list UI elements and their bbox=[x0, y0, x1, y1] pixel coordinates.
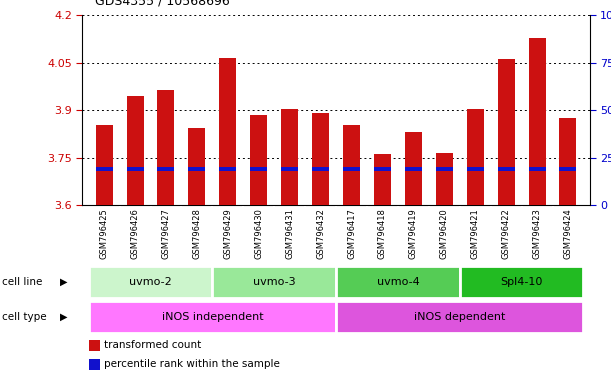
Text: GSM796419: GSM796419 bbox=[409, 208, 418, 259]
Bar bbox=[219, 58, 236, 205]
Bar bbox=[281, 109, 298, 205]
Bar bbox=[374, 154, 391, 205]
Bar bbox=[405, 167, 422, 171]
Text: percentile rank within the sample: percentile rank within the sample bbox=[104, 359, 280, 369]
Bar bbox=[405, 132, 422, 205]
Text: ▶: ▶ bbox=[60, 312, 67, 322]
Bar bbox=[467, 167, 484, 171]
Text: GDS4355 / 10568696: GDS4355 / 10568696 bbox=[95, 0, 230, 8]
Text: ▶: ▶ bbox=[60, 277, 67, 287]
Text: GSM796422: GSM796422 bbox=[502, 208, 511, 259]
Text: GSM796423: GSM796423 bbox=[533, 208, 541, 259]
Bar bbox=[459, 266, 584, 298]
Bar bbox=[213, 266, 336, 298]
Bar bbox=[188, 128, 205, 205]
Text: iNOS independent: iNOS independent bbox=[161, 312, 263, 322]
Bar bbox=[560, 167, 576, 171]
Bar bbox=[188, 167, 205, 171]
Text: uvmo-3: uvmo-3 bbox=[253, 277, 296, 287]
Bar bbox=[497, 167, 514, 171]
Bar bbox=[96, 167, 112, 171]
Text: GSM796431: GSM796431 bbox=[285, 208, 294, 259]
Bar bbox=[529, 167, 546, 171]
Bar bbox=[343, 167, 360, 171]
Bar bbox=[96, 125, 112, 205]
Bar bbox=[89, 301, 336, 333]
Bar bbox=[560, 118, 576, 205]
Text: GSM796430: GSM796430 bbox=[254, 208, 263, 259]
Bar bbox=[497, 59, 514, 205]
Text: transformed count: transformed count bbox=[104, 340, 201, 350]
Bar bbox=[436, 153, 453, 205]
Text: GSM796427: GSM796427 bbox=[161, 208, 170, 259]
Text: Spl4-10: Spl4-10 bbox=[500, 277, 543, 287]
Bar bbox=[89, 266, 213, 298]
Text: GSM796425: GSM796425 bbox=[100, 208, 109, 259]
Text: GSM796420: GSM796420 bbox=[440, 208, 448, 259]
Bar bbox=[158, 90, 175, 205]
Text: GSM796421: GSM796421 bbox=[470, 208, 480, 259]
Text: GSM796426: GSM796426 bbox=[131, 208, 139, 259]
Text: GSM796424: GSM796424 bbox=[563, 208, 573, 259]
Bar bbox=[158, 167, 175, 171]
Text: cell line: cell line bbox=[2, 277, 42, 287]
Bar bbox=[343, 125, 360, 205]
Bar bbox=[336, 301, 584, 333]
Text: GSM796432: GSM796432 bbox=[316, 208, 325, 259]
Bar bbox=[529, 38, 546, 205]
Bar bbox=[467, 109, 484, 205]
Text: GSM796428: GSM796428 bbox=[192, 208, 202, 259]
Bar bbox=[251, 115, 267, 205]
Text: uvmo-2: uvmo-2 bbox=[129, 277, 172, 287]
Text: GSM796429: GSM796429 bbox=[224, 208, 232, 259]
Bar bbox=[219, 167, 236, 171]
Bar bbox=[126, 96, 144, 205]
Bar bbox=[336, 266, 459, 298]
Bar bbox=[312, 167, 329, 171]
Text: GSM796417: GSM796417 bbox=[347, 208, 356, 259]
Bar bbox=[436, 167, 453, 171]
Bar bbox=[251, 167, 267, 171]
Bar bbox=[281, 167, 298, 171]
Text: uvmo-4: uvmo-4 bbox=[376, 277, 419, 287]
Bar bbox=[374, 167, 391, 171]
Text: GSM796418: GSM796418 bbox=[378, 208, 387, 259]
Text: cell type: cell type bbox=[2, 312, 46, 322]
Bar bbox=[126, 167, 144, 171]
Text: iNOS dependent: iNOS dependent bbox=[414, 312, 505, 322]
Bar bbox=[312, 113, 329, 205]
